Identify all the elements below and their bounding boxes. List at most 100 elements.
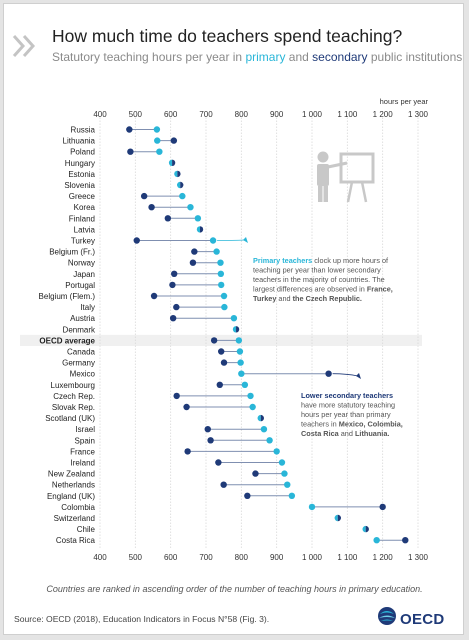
country-label: Slovak Rep. <box>52 403 95 412</box>
secondary-point <box>217 348 225 355</box>
country-label: Estonia <box>68 170 95 179</box>
board-leg <box>346 181 354 203</box>
x-tick-label-bottom: 400 <box>93 553 107 562</box>
teacher-leg <box>318 186 323 202</box>
primary-point <box>235 337 243 344</box>
x-tick-label-bottom: 700 <box>199 553 213 562</box>
primary-point <box>187 204 194 211</box>
primary-point <box>213 248 220 255</box>
primary-point <box>217 259 224 266</box>
primary-point <box>230 315 238 322</box>
secondary-point <box>171 270 178 277</box>
country-label: Costa Rica <box>56 536 96 545</box>
x-tick-label-bottom: 1 100 <box>337 553 358 562</box>
primary-point <box>288 492 296 499</box>
annotation-line: Primary teachers clock up more hours of <box>253 256 389 265</box>
chart-footnote: Countries are ranked in ascending order … <box>46 584 423 594</box>
country-label: Japan <box>73 270 95 279</box>
x-tick-label-bottom: 500 <box>129 553 143 562</box>
country-label: Norway <box>68 259 95 268</box>
primary-point <box>220 292 228 300</box>
source-note: Source: OECD (2018), Education Indicator… <box>14 614 270 624</box>
x-tick-label-top: 1 200 <box>373 110 394 119</box>
country-label: Austria <box>70 314 95 323</box>
country-label: Colombia <box>61 503 95 512</box>
x-tick-label-top: 400 <box>93 110 107 119</box>
subtitle-end: public institutions <box>367 50 463 64</box>
secondary-point <box>172 159 176 166</box>
x-tick-label-top: 1 000 <box>302 110 323 119</box>
country-label: Canada <box>67 348 96 357</box>
secondary-point <box>365 525 369 533</box>
country-label: Spain <box>75 436 95 445</box>
annotation-text: Mexico, Colombia, <box>339 420 403 429</box>
annotation-text: and <box>339 429 355 438</box>
secondary-point <box>252 470 259 477</box>
annotation-line: teachers in the majority of countries. T… <box>253 275 385 284</box>
teacher-arm <box>327 161 348 169</box>
annotation-text: clock up more hours of <box>312 256 389 265</box>
annotation-line: hours per year than primary <box>301 410 391 419</box>
primary-point <box>221 303 228 311</box>
annotation-text: largest differences are observed in <box>253 285 367 294</box>
country-label: New Zealand <box>48 470 95 479</box>
primary-point <box>241 381 249 388</box>
x-tick-label-top: 500 <box>129 110 143 119</box>
annotation-line: Lower secondary teachers <box>301 391 393 400</box>
primary-point <box>154 137 161 144</box>
secondary-point <box>150 292 158 300</box>
primary-point <box>194 215 202 222</box>
secondary-point <box>260 414 264 422</box>
x-tick-label-bottom: 800 <box>235 553 249 562</box>
country-label: Chile <box>77 525 96 534</box>
secondary-point <box>207 437 214 444</box>
secondary-point <box>173 392 180 400</box>
secondary-point <box>164 215 172 222</box>
annotation-text: teaching per year than lower secondary <box>253 266 381 275</box>
country-label: Lithuania <box>63 137 96 146</box>
annotation-arrowhead <box>356 373 361 379</box>
country-label: Israel <box>75 425 95 434</box>
board <box>339 152 375 184</box>
country-label: Turkey <box>71 237 95 246</box>
country-label: Denmark <box>63 325 96 334</box>
annotation-text: France, <box>367 285 393 294</box>
annotation-text: teachers in the majority of countries. T… <box>253 275 385 284</box>
oecd-logo-text: OECD <box>400 611 445 628</box>
annotation-text: have more statutory teaching <box>301 401 395 410</box>
country-label: Ireland <box>71 459 95 468</box>
primary-point <box>284 481 291 488</box>
secondary-point <box>220 359 228 366</box>
primary-point <box>153 126 161 133</box>
country-label: Greece <box>69 192 96 201</box>
annotation-line: Costa Rica and Lithuania. <box>301 429 389 438</box>
country-label: Mexico <box>70 370 96 379</box>
primary-point <box>373 537 380 544</box>
secondary-point <box>184 448 191 455</box>
secondary-point <box>325 370 332 377</box>
annotation-text: Turkey <box>253 294 277 303</box>
x-tick-label-bottom: 1 200 <box>373 553 394 562</box>
primary-point <box>238 370 245 377</box>
primary-point <box>281 470 288 477</box>
secondary-point <box>170 137 178 144</box>
primary-point <box>249 403 256 411</box>
secondary-point <box>215 459 222 466</box>
secondary-point <box>236 326 240 333</box>
secondary-point <box>140 192 148 200</box>
secondary-point <box>199 226 204 233</box>
page-subtitle: Statutory teaching hours per year in pri… <box>52 50 462 64</box>
primary-point <box>237 359 244 366</box>
primary-point <box>174 170 178 178</box>
country-label: Portugal <box>65 281 95 290</box>
secondary-point <box>216 381 223 388</box>
annotation-text: Lower secondary teachers <box>301 391 393 400</box>
subtitle-primary: primary <box>245 50 286 64</box>
country-label: Scotland (UK) <box>45 414 95 423</box>
annotation-line: largest differences are observed in Fran… <box>253 285 393 294</box>
subtitle-secondary: secondary <box>312 50 368 64</box>
secondary-point <box>210 337 218 344</box>
secondary-point <box>173 303 180 311</box>
teacher-body <box>317 164 329 186</box>
annotation-line: teachers in Mexico, Colombia, <box>301 420 403 429</box>
